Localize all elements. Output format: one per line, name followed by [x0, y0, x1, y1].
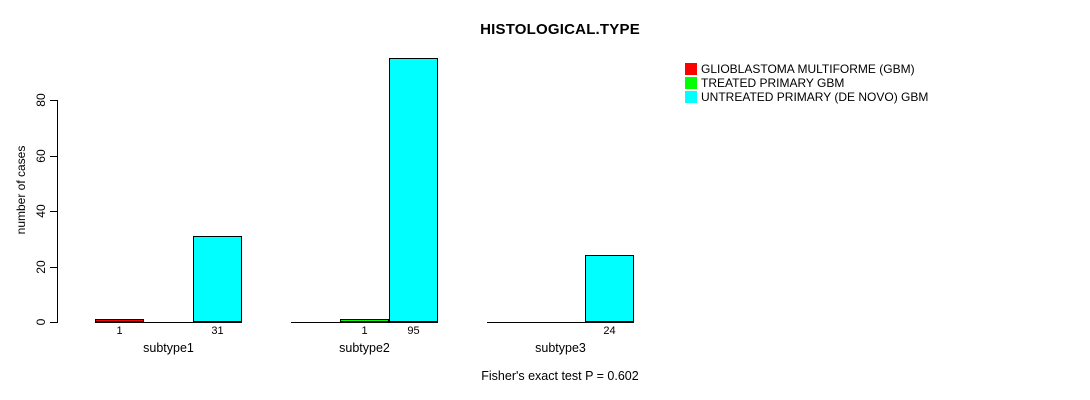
group-baseline [487, 322, 634, 323]
y-tick [50, 211, 57, 212]
y-axis-line [57, 100, 58, 323]
y-tick [50, 267, 57, 268]
bar-value-label: 24 [603, 325, 616, 337]
group-baseline [95, 322, 242, 323]
y-tick [50, 100, 57, 101]
legend-item: UNTREATED PRIMARY (DE NOVO) GBM [685, 90, 928, 104]
legend-item: TREATED PRIMARY GBM [685, 76, 928, 90]
x-category-label: subtype2 [339, 341, 390, 355]
legend-swatch [685, 91, 697, 103]
y-tick [50, 322, 57, 323]
legend: GLIOBLASTOMA MULTIFORME (GBM) TREATED PRI… [685, 62, 928, 104]
bar [340, 319, 389, 322]
y-tick-label: 0 [34, 318, 48, 326]
bar-value-label: 1 [361, 325, 368, 337]
y-tick-label: 40 [34, 204, 48, 218]
x-category-label: subtype3 [535, 341, 586, 355]
chart-title: HISTOLOGICAL.TYPE [480, 21, 640, 38]
y-tick-label: 60 [34, 149, 48, 163]
bar [389, 58, 438, 322]
legend-label: TREATED PRIMARY GBM [701, 76, 845, 90]
legend-item: GLIOBLASTOMA MULTIFORME (GBM) [685, 62, 928, 76]
bar [95, 319, 144, 322]
bar-value-label: 31 [211, 325, 224, 337]
bar [193, 236, 242, 322]
y-axis-label: number of cases [14, 145, 28, 235]
y-tick-label: 80 [34, 93, 48, 107]
legend-label: UNTREATED PRIMARY (DE NOVO) GBM [701, 90, 929, 104]
legend-swatch [685, 63, 697, 75]
bar-value-label: 1 [116, 325, 123, 337]
bar [585, 255, 634, 322]
x-category-label: subtype1 [143, 341, 194, 355]
bar-value-label: 95 [407, 325, 420, 337]
y-tick-label: 20 [34, 260, 48, 274]
group-baseline [291, 322, 438, 323]
legend-swatch [685, 77, 697, 89]
fisher-test-annotation: Fisher's exact test P = 0.602 [481, 369, 639, 383]
y-tick [50, 156, 57, 157]
legend-label: GLIOBLASTOMA MULTIFORME (GBM) [701, 62, 915, 76]
